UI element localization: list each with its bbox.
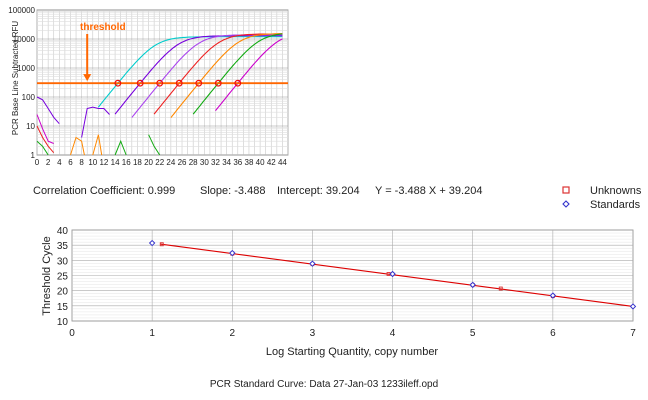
legend-unknowns-marker: [562, 186, 570, 194]
threshold-crossing-marker: [114, 79, 122, 87]
amp-xtick-label: 4: [57, 158, 62, 167]
amp-xtick-label: 14: [111, 158, 120, 167]
standard-point: [469, 281, 476, 289]
figure-caption: PCR Standard Curve: Data 27-Jan-03 1233i…: [210, 379, 438, 390]
std-ytick-label: 35: [57, 241, 69, 252]
amp-ytick-label: 10000: [13, 35, 36, 44]
amp-noise-trace: [81, 106, 110, 138]
standard-curve-plot: 0 1 2 3 4 5 6 7 10 15 20 25 30 35 40 Threshold Cycle L…: [41, 226, 636, 358]
unknown-point: [159, 242, 164, 247]
threshold-crossing-marker: [214, 79, 222, 87]
std-points: [148, 239, 637, 310]
slope-text: Slope: -3.488: [200, 185, 265, 197]
amp-xtick-label: 8: [79, 158, 84, 167]
amp-ytick-label: 100: [22, 93, 36, 102]
amp-noise-trace: [114, 139, 127, 156]
amp-ticks: 0 2 4 6 8 10 12 14 16 18 20 22 24 26 28 30 32 34 36 38 40 42 4…: [8, 6, 287, 167]
threshold-crossing-marker: [136, 79, 144, 87]
amp-noise-trace: [36, 125, 55, 154]
std-xtick-label: 2: [230, 328, 236, 339]
intercept-text: Intercept: 39.204: [277, 185, 360, 197]
standard-point: [629, 303, 637, 310]
amp-ytick-label: 10: [26, 122, 35, 131]
std-ytick-label: 10: [57, 317, 69, 328]
amp-xtick-label: 34: [222, 158, 231, 167]
standard-point: [148, 239, 156, 247]
std-ytick-label: 15: [57, 302, 69, 313]
std-xtick-label: 7: [630, 328, 636, 339]
std-xtick-label: 4: [390, 328, 396, 339]
amp-xtick-label: 38: [245, 158, 254, 167]
std-ytick-label: 30: [57, 256, 69, 267]
amp-curve: [153, 33, 283, 115]
threshold-crossing-marker: [156, 79, 164, 87]
threshold-arrow-head: [83, 74, 92, 82]
threshold-crossing-marker: [175, 79, 183, 87]
std-ytick-label: 20: [57, 287, 69, 298]
amp-ylabel: PCR Base Line Subtracted RFU: [11, 21, 20, 135]
threshold-label: threshold: [80, 22, 126, 33]
amp-xtick-label: 32: [211, 158, 220, 167]
amp-curve: [170, 33, 283, 118]
legend: Unknowns Standards: [562, 185, 642, 211]
amp-xtick-label: 22: [155, 158, 164, 167]
amp-noise-trace: [92, 134, 103, 156]
amp-xtick-label: 12: [99, 158, 108, 167]
amp-noise-trace: [36, 140, 49, 156]
amplification-plot: 0 2 4 6 8 10 12 14 16 18 20 22 24 26 28 30 32 34 36 38 40 42 4…: [8, 6, 289, 167]
std-xtick-label: 5: [470, 328, 476, 339]
amp-noise-trace: [36, 114, 54, 144]
legend-standards-marker: [562, 200, 570, 208]
amp-curve: [192, 33, 283, 115]
legend-standards-label: Standards: [590, 199, 641, 211]
amp-xtick-label: 18: [133, 158, 142, 167]
std-xtick-label: 3: [310, 328, 316, 339]
amp-threshold: [37, 34, 288, 87]
amp-xtick-label: 44: [278, 158, 287, 167]
unknown-point: [498, 286, 503, 291]
threshold-crossing-marker: [234, 79, 242, 87]
amp-noise-trace: [36, 96, 60, 125]
amp-xtick-label: 40: [256, 158, 265, 167]
std-xtick-label: 6: [550, 328, 556, 339]
std-xtick-label: 1: [149, 328, 155, 339]
amp-xtick-label: 0: [35, 158, 40, 167]
amp-xtick-label: 10: [88, 158, 97, 167]
amp-noise-trace: [70, 136, 85, 156]
std-ylabel: Threshold Cycle: [41, 236, 53, 315]
std-xlabel: Log Starting Quantity, copy number: [266, 346, 439, 358]
std-ticks: 0 1 2 3 4 5 6 7 10 15 20 25 30 35 40: [57, 226, 636, 339]
std-grid: [71, 229, 634, 322]
amp-xtick-label: 36: [233, 158, 242, 167]
std-ytick-label: 40: [57, 226, 69, 237]
amp-noise-trace: [148, 134, 161, 156]
standard-point: [229, 249, 236, 257]
correlation-text: Correlation Coefficient: 0.999: [33, 185, 175, 197]
equation-text: Y = -3.488 X + 39.204: [375, 185, 482, 197]
amp-xtick-label: 24: [166, 158, 175, 167]
legend-unknowns-label: Unknowns: [590, 185, 642, 197]
amp-curve: [215, 38, 283, 112]
amp-xtick-label: 6: [68, 158, 73, 167]
amp-ytick-label: 1: [31, 151, 36, 160]
amp-xtick-label: 30: [200, 158, 209, 167]
standard-point: [389, 270, 396, 278]
amp-xtick-label: 28: [189, 158, 198, 167]
amp-ytick-label: 100000: [8, 6, 35, 15]
amp-ytick-label: 1000: [17, 64, 35, 73]
amp-xtick-label: 26: [178, 158, 187, 167]
amp-xtick-label: 2: [46, 158, 51, 167]
amp-xtick-label: 42: [267, 158, 276, 167]
amp-curves: [36, 33, 283, 156]
amp-xtick-label: 16: [122, 158, 131, 167]
standard-point: [309, 260, 316, 267]
amp-xtick-label: 20: [144, 158, 153, 167]
threshold-crossing-marker: [195, 79, 203, 87]
std-ytick-label: 25: [57, 272, 69, 283]
standard-point: [549, 292, 557, 299]
std-xtick-label: 0: [69, 328, 75, 339]
